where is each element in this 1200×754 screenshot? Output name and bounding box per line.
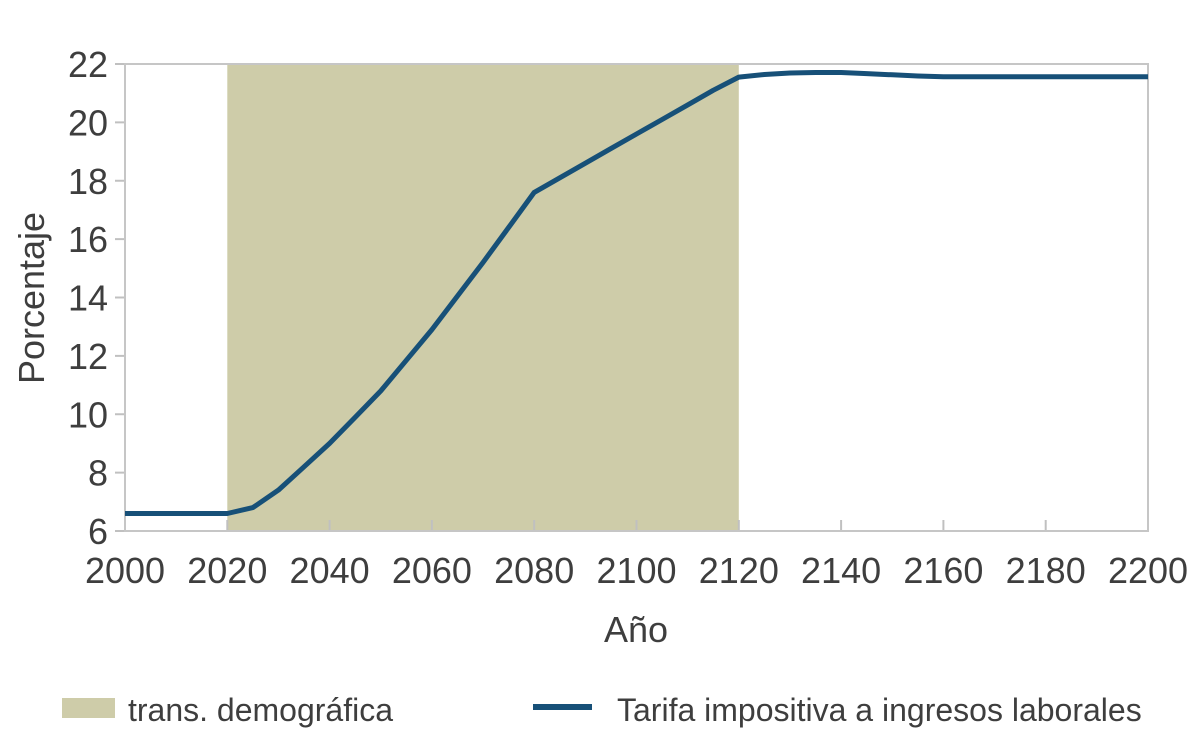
- y-axis-ticks: 6 8 10 12 14 16 18 20 22: [68, 44, 124, 552]
- x-tick-label: 2080: [494, 550, 574, 591]
- x-tick-label: 2200: [1108, 550, 1188, 591]
- x-tick-label: 2000: [85, 550, 165, 591]
- x-tick-label: 2120: [699, 550, 779, 591]
- y-tick-label: 10: [68, 394, 108, 435]
- x-tick-label: 2180: [1006, 550, 1086, 591]
- demographic-transition-band: [227, 64, 739, 531]
- plot-border: [124, 63, 1149, 532]
- legend: trans. demográfica Tarifa impositiva a i…: [62, 692, 1142, 728]
- legend-series-label: Tarifa impositiva a ingresos laborales: [617, 692, 1142, 728]
- x-tick-label: 2100: [596, 550, 676, 591]
- tax-rate-line: [125, 70, 1148, 516]
- x-axis-ticks: 2000 2020 2040 2060 2080 2100 2120 2140 2160 2180…: [85, 520, 1188, 591]
- y-tick-label: 8: [88, 453, 108, 494]
- x-tick-label: 2020: [187, 550, 267, 591]
- y-tick-label: 6: [88, 511, 108, 552]
- y-tick-label: 14: [68, 278, 108, 319]
- y-tick-label: 22: [68, 44, 108, 85]
- y-axis-title: Porcentaje: [11, 212, 52, 384]
- x-axis-title: Año: [604, 609, 668, 650]
- y-tick-label: 20: [68, 102, 108, 143]
- x-tick-label: 2060: [392, 550, 472, 591]
- x-tick-label: 2160: [903, 550, 983, 591]
- x-tick-label: 2040: [290, 550, 370, 591]
- y-tick-label: 16: [68, 219, 108, 260]
- legend-band-swatch: [62, 698, 115, 718]
- legend-band-label: trans. demográfica: [128, 692, 393, 728]
- y-tick-label: 12: [68, 336, 108, 377]
- x-tick-label: 2140: [801, 550, 881, 591]
- y-tick-label: 18: [68, 161, 108, 202]
